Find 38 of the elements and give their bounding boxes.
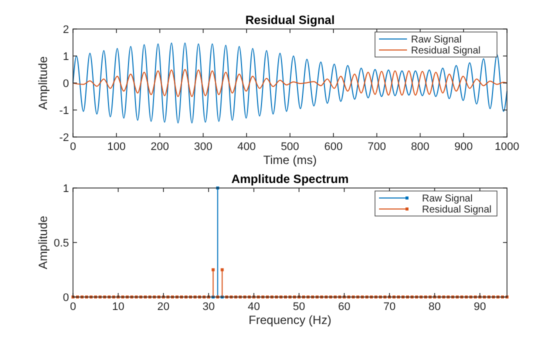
x-tick-label: 300 [194, 141, 212, 153]
x-tick-label: 400 [237, 141, 256, 153]
y-tick-label: 0 [62, 78, 69, 90]
y-tick-label: 0.5 [54, 238, 69, 250]
legend-label: Raw Signal [422, 194, 473, 204]
x-axis-title: Frequency (Hz) [248, 313, 332, 327]
chart-title: Residual Signal [245, 13, 335, 27]
x-tick-label: 80 [428, 301, 441, 313]
x-tick-label: 90 [474, 301, 486, 313]
x-axis-title: Time (ms) [263, 153, 317, 167]
x-tick-label: 900 [454, 141, 473, 153]
x-tick-label: 50 [292, 301, 306, 313]
y-tick-label: 2 [62, 24, 69, 36]
y-tick-label: -2 [59, 132, 69, 144]
x-tick-label: 800 [411, 141, 430, 153]
x-tick-label: 70 [383, 301, 396, 313]
x-tick-label: 200 [150, 141, 169, 153]
chart-title: Amplitude Spectrum [231, 172, 349, 186]
legend-label: Residual Signal [411, 46, 480, 56]
x-tick-label: 30 [202, 301, 215, 313]
y-tick-label: 1 [62, 183, 69, 195]
y-axis-title: Amplitude [36, 216, 50, 270]
y-tick-label: -1 [59, 105, 69, 117]
legend-label: Residual Signal [422, 204, 492, 216]
y-tick-label: 1 [62, 51, 69, 63]
x-tick-label: 20 [157, 301, 170, 313]
x-tick-label: 40 [248, 301, 260, 313]
legend-label: Raw Signal [411, 34, 462, 46]
x-tick-label: 700 [368, 141, 386, 153]
x-tick-label: 10 [112, 301, 124, 313]
x-tick-label: 600 [324, 141, 343, 153]
x-tick-label: 500 [280, 141, 300, 153]
x-tick-label: 100 [107, 141, 126, 153]
x-tick-label: 1000 [494, 141, 520, 153]
y-tick-label: 0 [62, 292, 69, 304]
line-series [72, 69, 508, 97]
y-axis-title: Amplitude [36, 56, 50, 110]
x-tick-label: 60 [338, 301, 350, 313]
